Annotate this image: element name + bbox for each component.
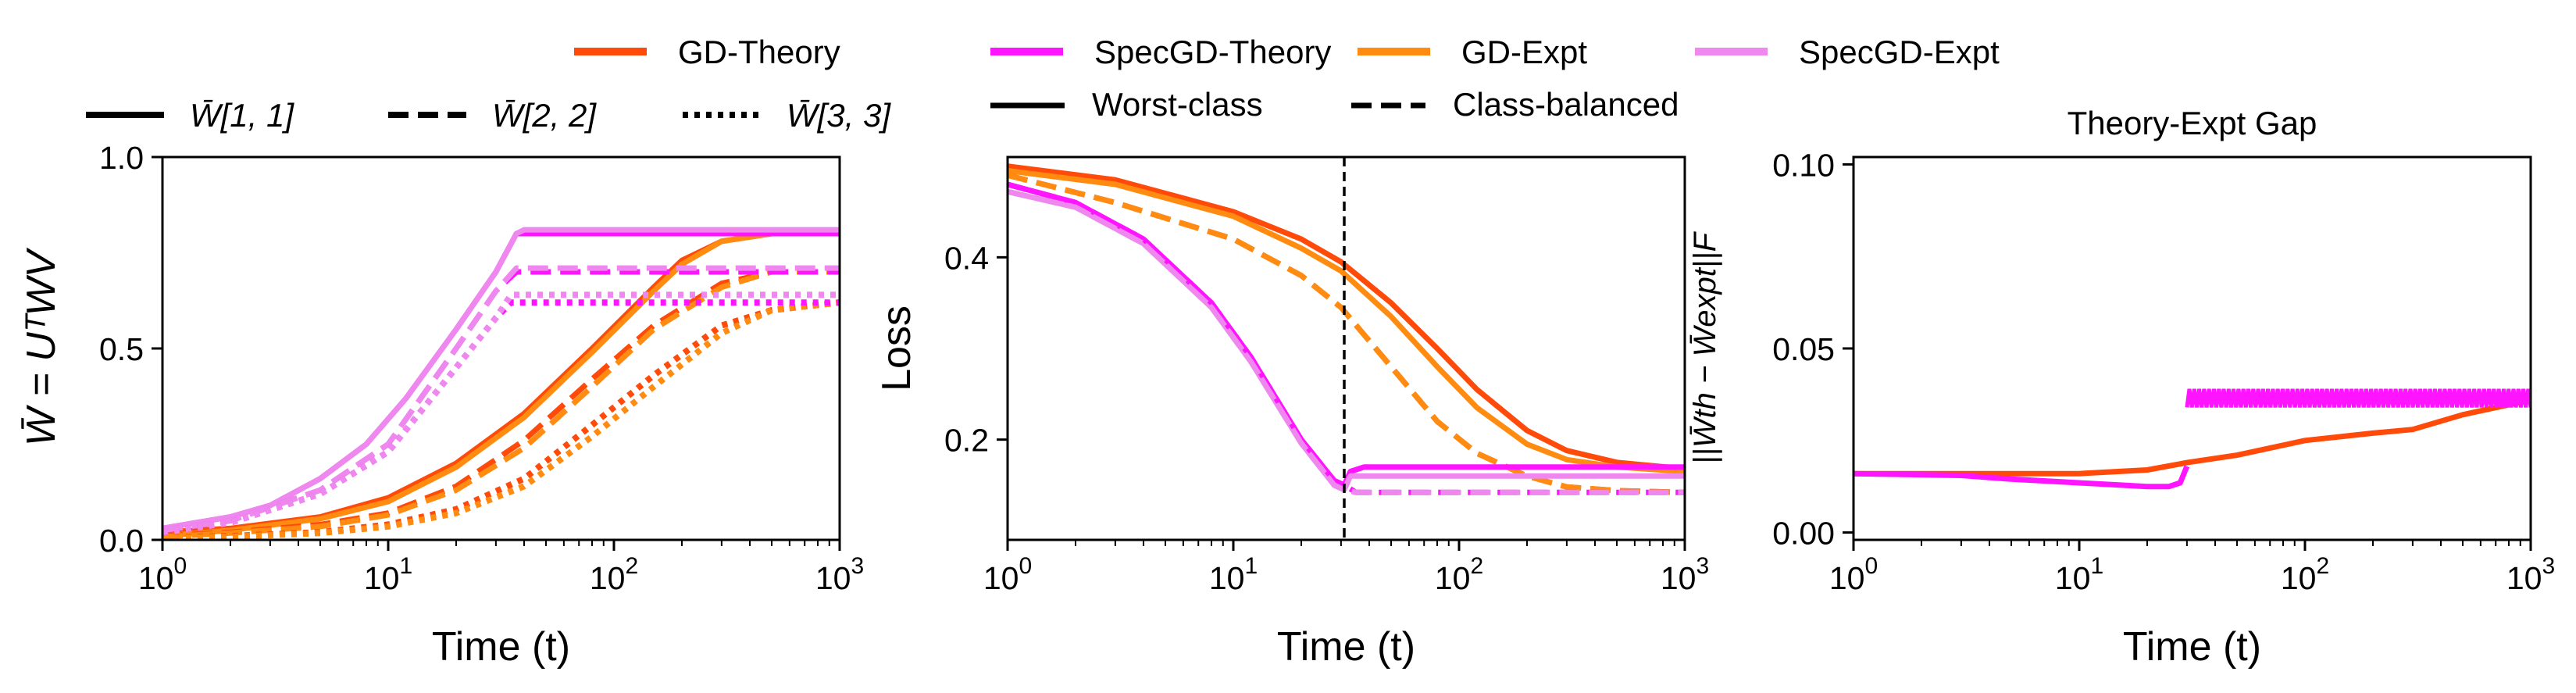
axes-frame [1852,155,2532,541]
series-line [1008,181,1685,495]
y-axis-label: W̄ = UᵀWV [19,248,64,447]
series-line [1008,172,1685,495]
series-line [1008,168,1685,474]
axes-frame [161,155,841,541]
x-tick-label: 101 [364,553,412,596]
y-tick-label: 0.4 [944,240,989,276]
x-tick-label: 100 [1829,553,1878,596]
series-line [162,230,840,535]
oscillation-band [2185,388,2531,408]
series-group [162,227,840,540]
series-line [162,230,840,539]
x-tick-label: 102 [1435,553,1483,596]
legend-label: Class-balanced [1453,86,1679,123]
series-line [162,230,840,531]
legend-label: GD-Expt [1461,34,1587,70]
legend-label: W̄[3, 3] [787,97,891,134]
series-line [162,299,840,540]
x-tick-label: 103 [815,553,864,596]
series-line [162,299,840,540]
series-group [1008,163,1685,495]
style-legend-loss-types: Worst-class Class-balanced [990,86,1679,123]
legend-label: SpecGD-Theory [1094,34,1331,70]
legend-label: GD-Theory [678,34,840,70]
legend-item: W̄[2, 2] [388,97,597,134]
x-tick-label: 100 [138,553,187,596]
series-line [162,265,840,534]
y-axis-label: ||W̄th − W̄expt||F [1688,230,1722,464]
x-axis-label: Time (t) [432,624,570,670]
series-line [162,269,840,540]
legend-item: SpecGD-Expt [1695,34,2000,70]
x-tick-label: 102 [590,553,638,596]
y-tick-label: 0.5 [99,331,144,367]
x-tick-label: 103 [1661,553,1709,596]
panel-theory-expt-gap: 100 101 102 103 0.00 0.05 0.10 Time (t) ||W̄th −… [1688,105,2555,670]
series-line [1854,465,2190,490]
x-tick-label: 100 [983,553,1032,596]
legend-item: Worst-class [990,86,1263,123]
panel-loss: 100 101 102 103 0.2 0.4 Time (t) Loss [874,155,1709,670]
series-line [1008,163,1685,472]
series-line [162,227,840,531]
legend-item: SpecGD-Theory [990,34,1331,70]
x-tick-label: 103 [2506,553,2555,596]
x-tick-label: 101 [1209,553,1258,596]
x-axis-label: Time (t) [2123,624,2261,670]
x-axis-label: Time (t) [1277,624,1415,670]
x-tick-label: 101 [2055,553,2103,596]
series-line [1854,397,2531,477]
series-group [1854,397,2531,490]
y-tick-label: 0.0 [99,523,144,559]
series-line [1008,188,1685,495]
series-line [1008,181,1685,488]
legend-label: Worst-class [1092,86,1263,123]
axes-frame [1006,155,1686,541]
y-axis-label: Loss [874,305,919,391]
legend-item: GD-Theory [574,34,840,70]
y-tick-label: 0.10 [1772,147,1835,183]
y-tick-label: 0.05 [1772,331,1835,367]
style-legend-matrix-entries: W̄[1, 1] W̄[2, 2] W̄[3, 3] [86,97,891,134]
top-legend: GD-Theory SpecGD-Theory GD-Expt SpecGD-Expt [574,34,2000,70]
series-line [1008,188,1685,493]
legend-item: GD-Expt [1358,34,1587,70]
y-tick-label: 0.2 [944,423,989,459]
y-tick-label: 0.00 [1772,516,1835,552]
legend-label: W̄[1, 1] [190,97,294,134]
legend-item: W̄[1, 1] [86,97,294,134]
series-line [162,299,840,536]
x-tick-label: 102 [2281,553,2329,596]
panel-matrix-entries: 100 101 102 103 0.0 0.5 1.0 Time (t) W̄ = UᵀWV [19,140,864,670]
legend-item: W̄[3, 3] [683,97,891,134]
legend-item: Class-balanced [1351,86,1679,123]
legend-label: SpecGD-Expt [1799,34,2000,70]
legend-label: W̄[2, 2] [492,97,597,134]
y-tick-label: 1.0 [99,140,144,176]
panel-title: Theory-Expt Gap [2068,105,2317,141]
